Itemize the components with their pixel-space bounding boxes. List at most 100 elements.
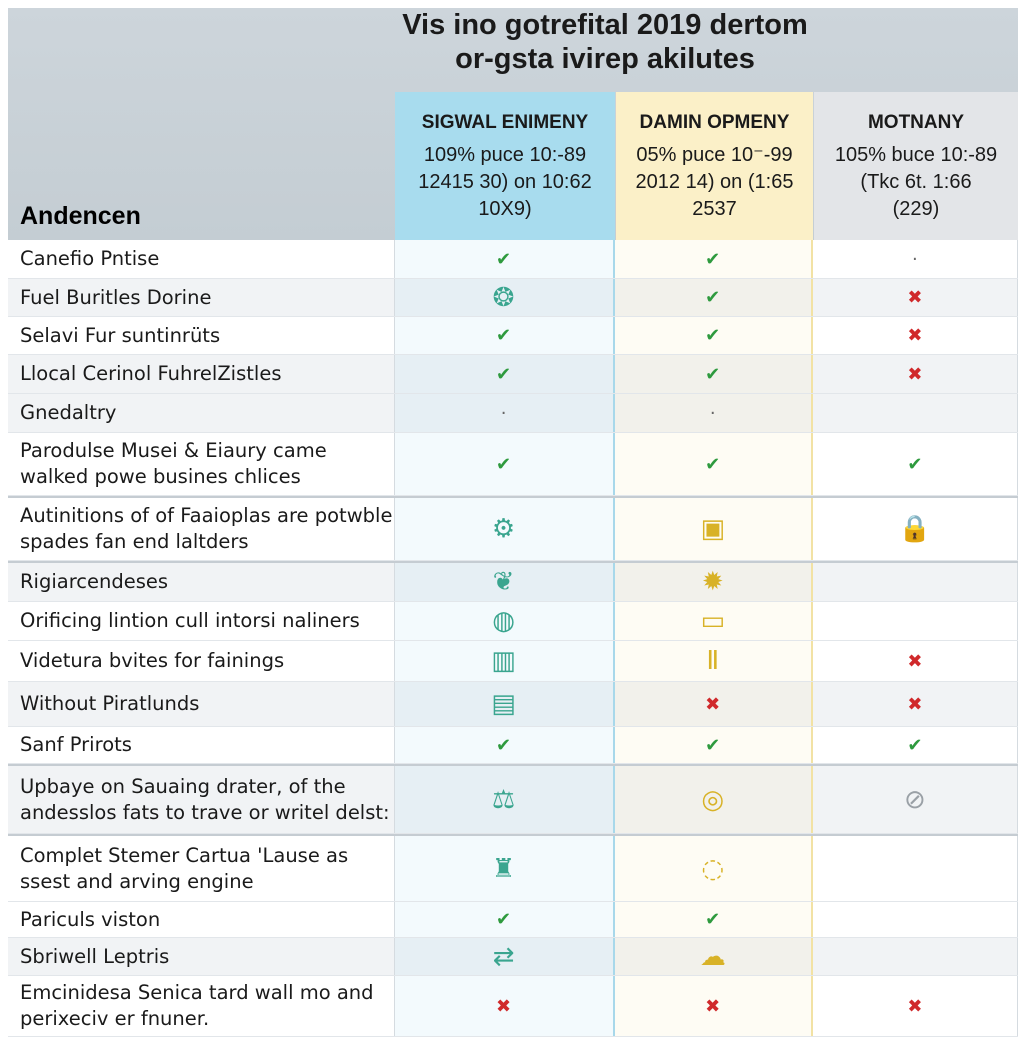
leaf-icon: ❦ (492, 567, 515, 597)
table-cell: ◎ (614, 766, 813, 833)
table-row: Rigiarcendeses ❦ ✹ (8, 561, 1018, 602)
page-title: Vis ino gotrefital 2019 dertom or-gsta i… (402, 9, 808, 75)
table-cell: ✖ (813, 682, 1018, 726)
table-cell: ▣ (614, 498, 813, 560)
column-name: MOTNANY (867, 112, 965, 133)
robot-icon: ⚙ (491, 514, 516, 544)
factory-icon: ♜ (491, 853, 516, 884)
table-cell: ☁ (614, 938, 813, 975)
tray-icon: ▭ (700, 606, 726, 636)
table-cell: ◌ (614, 836, 813, 901)
table-cell: ✔ (394, 902, 615, 937)
table-cell: ✔ (394, 317, 615, 354)
table-cell (813, 394, 1018, 432)
row-label: Selavi Fur suntinrüts (8, 317, 395, 354)
cloud-icon: ☁ (699, 941, 726, 972)
row-label: Canefio Pntise (8, 240, 395, 278)
cross-icon: ✖ (705, 693, 721, 715)
scale-dollar-icon: ⚖ (491, 784, 516, 815)
check-icon: ✔ (705, 453, 721, 475)
table-cell: ♜ (394, 836, 615, 901)
box-icon: ▣ (700, 514, 726, 544)
column-subtitle: 05% puce 10⁻-99 2012 14) on (1:65 2537 (635, 144, 794, 220)
table-cell: ✖ (394, 976, 615, 1036)
table-cell: ✖ (614, 682, 813, 726)
table-row: Canefio Pntise ✔ ✔ · (8, 240, 1018, 279)
table-row: Complet Stemer Cartua 'Lause as ssest an… (8, 834, 1018, 902)
table-row: Emcinidesa Senica tard wall mo and perix… (8, 976, 1018, 1037)
table-cell: ✔ (813, 433, 1018, 495)
table-cell: ✔ (614, 279, 813, 316)
cross-icon: ✖ (907, 693, 923, 715)
row-label: Autinitions of of Faaioplas are potwble … (8, 498, 395, 560)
table-cell: ▤ (394, 682, 615, 726)
column-name: SIGWAL ENIMENY (421, 112, 589, 133)
dot-icon: · (500, 402, 507, 424)
column-subtitle: 109% puce 10:-89 12415 30) on 10:62 10X9… (418, 144, 592, 220)
check-icon: ✔ (496, 325, 512, 346)
table-cell: ✔ (394, 240, 615, 278)
check-icon: ✔ (496, 248, 512, 270)
check-icon: ✔ (496, 363, 512, 385)
table-cell: · (394, 394, 615, 432)
row-label: Rigiarcendeses (8, 563, 395, 601)
arrows-icon: ⇄ (492, 941, 515, 972)
gear-icon: ✹ (701, 567, 724, 597)
table-cell: ❦ (394, 563, 615, 601)
table-cell (813, 938, 1018, 975)
table-cell: ✔ (614, 433, 813, 495)
check-icon: ✔ (705, 734, 721, 756)
cross-icon: ✖ (907, 325, 923, 346)
table-cell: ✖ (614, 976, 813, 1036)
table-cell: ✖ (813, 279, 1018, 316)
table-row: Without Piratlunds ▤ ✖ ✖ (8, 682, 1018, 727)
table-cell: ✔ (394, 727, 615, 763)
cross-icon: ✖ (907, 995, 923, 1017)
dot-icon: · (912, 248, 918, 270)
row-label: Without Piratlunds (8, 682, 395, 726)
table-cell: ✹ (614, 563, 813, 601)
column-header-2: DAMIN OPMENY 05% puce 10⁻-99 2012 14) on … (616, 92, 813, 240)
table-cell: ❂ (394, 279, 615, 316)
table-row: Gnedaltry · · (8, 394, 1018, 433)
table-row: Pariculs viston ✔ ✔ (8, 902, 1018, 938)
check-icon: ✔ (705, 287, 721, 308)
check-icon: ✔ (907, 734, 923, 756)
table-cell: ✖ (813, 317, 1018, 354)
column-subtitle: 105% buce 10:-89 (Tkc 6t. 1:66 (229) (834, 144, 998, 220)
table-cell: ✖ (813, 355, 1018, 393)
cross-icon: ✖ (907, 287, 923, 308)
row-label: Llocal Cerinol FuhrelZistles (8, 355, 395, 393)
swirl-icon: ❂ (492, 282, 515, 313)
lock-icon: 🔒 (898, 514, 932, 544)
dot-icon: · (709, 402, 716, 424)
document-icon: ▤ (491, 689, 516, 719)
table-cell: ✔ (614, 317, 813, 354)
row-label: Emcinidesa Senica tard wall mo and perix… (8, 976, 395, 1036)
table-cell (813, 602, 1018, 640)
table-cell: ✔ (614, 240, 813, 278)
row-label: Fuel Buritles Dorine (8, 279, 395, 316)
table-cell: ✔ (614, 902, 813, 937)
table-row: Parodulse Musei & Eiaury came walked pow… (8, 433, 1018, 496)
table-cell: ⚖ (394, 766, 615, 833)
table-cell: 🔒 (813, 498, 1018, 560)
table-cell: ⇄ (394, 938, 615, 975)
row-label: Videtura bvites for fainings (8, 641, 395, 681)
table-cell: · (813, 240, 1018, 278)
check-icon: ✔ (705, 248, 721, 270)
row-label: Gnedaltry (8, 394, 395, 432)
table-cell: ✔ (614, 727, 813, 763)
table-cell: ✔ (394, 433, 615, 495)
cross-icon: ✖ (907, 650, 923, 672)
table-row: Upbaye on Sauaing drater, of the andessl… (8, 764, 1018, 834)
table-row: Llocal Cerinol FuhrelZistles ✔ ✔ ✖ (8, 355, 1018, 394)
table-row: Videtura bvites for fainings ▥ Ⅱ ✖ (8, 641, 1018, 682)
table-row: Sbriwell Leptris ⇄ ☁ (8, 938, 1018, 976)
check-icon: ✔ (496, 734, 512, 756)
table-cell: ✔ (614, 355, 813, 393)
table-cell: · (614, 394, 813, 432)
check-icon: ✔ (705, 909, 721, 930)
column-header-3: MOTNANY 105% buce 10:-89 (Tkc 6t. 1:66 (2… (814, 92, 1018, 240)
feature-column-header: Andencen (20, 202, 141, 230)
